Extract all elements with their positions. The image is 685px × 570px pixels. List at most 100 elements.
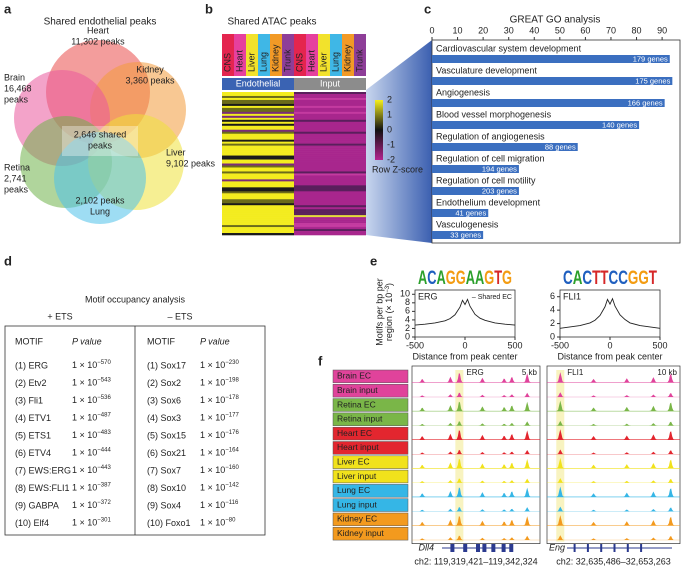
profile-line xyxy=(414,298,516,326)
p-exp: −301 xyxy=(97,517,111,523)
heatmap-title: Shared ATAC peaks xyxy=(227,17,316,28)
go-term: Regulation of angiogenesis xyxy=(436,131,545,141)
go-term: Blood vessel morphogenesis xyxy=(436,109,552,119)
motif-name: (5) ETS1 xyxy=(15,430,51,440)
heatmap-row xyxy=(294,133,366,136)
heatmap-row xyxy=(294,111,366,115)
p-value: 1 × 10−536 xyxy=(72,395,111,406)
go-term: Vasculature development xyxy=(436,65,537,75)
track-label-box xyxy=(332,469,409,484)
p-exp: −536 xyxy=(97,395,111,401)
group-bar xyxy=(222,78,294,90)
coverage-track xyxy=(412,458,540,469)
heatmap-row xyxy=(294,189,366,192)
heatmap-row xyxy=(222,199,294,202)
heatmap-row xyxy=(294,92,366,95)
bar xyxy=(432,187,519,195)
column-label: Heart xyxy=(234,49,244,72)
gene-label: 166 genes xyxy=(628,98,663,107)
coverage-track xyxy=(547,535,680,541)
group-label: Endothelial xyxy=(236,78,281,88)
column-label: Lung xyxy=(258,52,268,72)
heatmap-row xyxy=(222,211,294,214)
heatmap-row xyxy=(294,211,366,214)
track-label-box xyxy=(332,455,409,469)
heatmap-row xyxy=(294,123,366,127)
p-value: 1 × 10−487 xyxy=(72,412,111,423)
p-exp: −570 xyxy=(97,360,111,366)
colorbar-tick: -2 xyxy=(387,154,395,164)
column-label: Liver xyxy=(246,52,256,72)
heatmap-row xyxy=(222,135,294,138)
coverage-track xyxy=(547,429,680,440)
p-value: 1 × 10−160 xyxy=(200,465,239,476)
column-label: Liver xyxy=(318,52,328,72)
heatmap-row xyxy=(294,205,366,208)
venn-peaks: 16,468 xyxy=(4,83,32,93)
venn-shared: 2,646 shared xyxy=(74,129,127,139)
motif-name: (2) Sox2 xyxy=(147,378,181,388)
column-header xyxy=(282,34,294,76)
p-value: 1 × 10−176 xyxy=(200,430,239,441)
heatmap-row xyxy=(222,151,294,154)
locus-frame xyxy=(546,365,681,544)
heatmap-row xyxy=(222,109,294,113)
heatmap-row xyxy=(222,209,294,212)
heatmap-row xyxy=(222,195,294,198)
go-frame xyxy=(431,39,681,244)
venn-set: Retina xyxy=(4,162,30,172)
venn-peaks: 2,102 peaks xyxy=(75,195,125,205)
p-exp: −176 xyxy=(225,430,239,436)
p-value: 1 × 10−198 xyxy=(200,377,239,388)
heatmap-row xyxy=(222,193,294,196)
panel-label: b xyxy=(205,1,213,16)
heatmap-row xyxy=(294,209,366,212)
track-label: Retina input xyxy=(337,414,383,424)
heatmap-row xyxy=(294,185,366,188)
x-tick-label: 90 xyxy=(657,25,667,35)
p-exp: −443 xyxy=(97,465,111,471)
heatmap-row xyxy=(222,163,294,166)
p-value: 1 × 10−372 xyxy=(72,500,111,511)
heatmap-row xyxy=(222,173,294,176)
venn-set: Kidney xyxy=(136,64,164,74)
column-label: Trunk xyxy=(354,49,364,72)
heatmap-row xyxy=(294,103,366,107)
venn-peaks: 9,102 peaks xyxy=(166,158,216,168)
heatmap-row xyxy=(294,119,366,123)
x-tick-label: -500 xyxy=(551,340,569,350)
p-exp: −164 xyxy=(225,447,239,453)
x-tick-label: 500 xyxy=(507,340,522,350)
heatmap-row xyxy=(222,103,294,107)
coverage-track xyxy=(547,392,680,398)
heatmap-row xyxy=(294,137,366,140)
plot-name: FLI1 xyxy=(563,291,581,301)
heatmap-row xyxy=(222,147,294,150)
p-value: 1 × 10−230 xyxy=(200,360,239,371)
p-base: 1 × 10 xyxy=(72,448,97,458)
panel-label: d xyxy=(4,253,12,268)
p-value: 1 × 10−164 xyxy=(200,447,239,458)
p-base: 1 × 10 xyxy=(200,518,225,528)
heatmap-row xyxy=(294,223,366,226)
heatmap-row xyxy=(294,177,366,180)
p-value: 1 × 10−444 xyxy=(72,447,111,458)
heatmap-row xyxy=(294,143,366,146)
exon xyxy=(450,544,455,552)
p-exp: −116 xyxy=(225,500,239,506)
gene-label: 33 genes xyxy=(450,230,481,239)
heatmap-row xyxy=(222,225,294,228)
x-tick-label: 10 xyxy=(453,25,463,35)
heatmap-row xyxy=(222,119,294,123)
heatmap-row xyxy=(222,153,294,156)
p-base: 1 × 10 xyxy=(200,413,225,423)
heatmap-row xyxy=(294,219,366,222)
x-tick-label: 0 xyxy=(607,340,612,350)
motif-name: (1) ERG xyxy=(15,360,48,370)
p-exp: −444 xyxy=(97,447,111,453)
track-label: Heart EC xyxy=(337,428,372,438)
p-base: 1 × 10 xyxy=(200,378,225,388)
p-value: 1 × 10−301 xyxy=(72,517,111,528)
heatmap-row xyxy=(294,113,366,117)
coverage-track xyxy=(412,515,540,526)
